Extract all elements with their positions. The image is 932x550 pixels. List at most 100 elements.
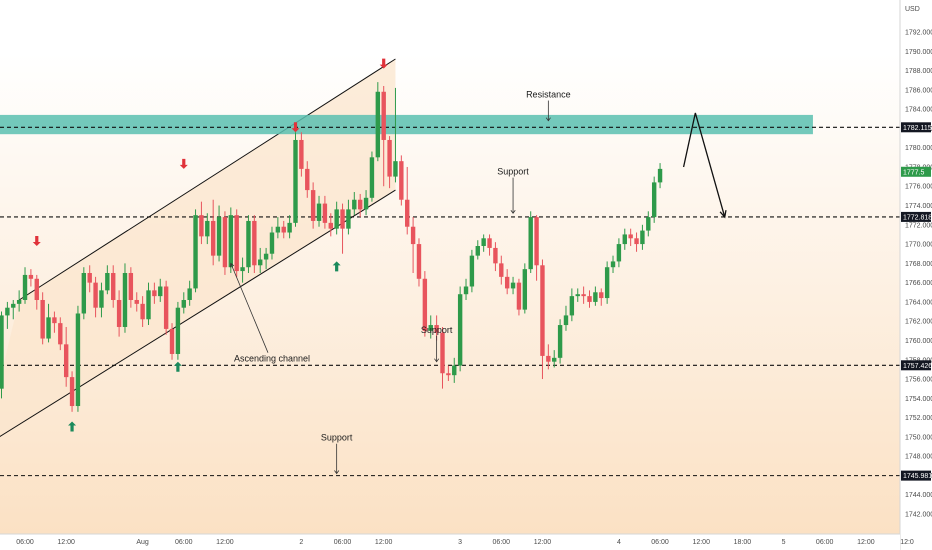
candle[interactable] — [493, 242, 498, 272]
candle[interactable] — [105, 265, 110, 295]
candle[interactable] — [499, 255, 504, 285]
time-axis-panel[interactable] — [0, 534, 900, 550]
candle[interactable] — [22, 267, 28, 304]
candle[interactable] — [357, 193, 363, 218]
candle[interactable] — [87, 265, 92, 293]
candle[interactable] — [205, 213, 210, 245]
candle[interactable] — [363, 190, 369, 216]
candle[interactable] — [410, 217, 416, 273]
candle[interactable] — [193, 209, 198, 293]
candle[interactable] — [269, 226, 275, 260]
candle[interactable] — [387, 136, 392, 189]
candle[interactable] — [446, 365, 451, 381]
channel-lower-line[interactable] — [0, 189, 396, 446]
candle[interactable] — [5, 301, 10, 329]
candle[interactable] — [522, 263, 528, 314]
candle[interactable] — [328, 213, 333, 237]
candle[interactable] — [40, 292, 45, 345]
candle[interactable] — [657, 163, 663, 189]
candle[interactable] — [481, 234, 486, 252]
candle[interactable] — [75, 305, 81, 412]
candle[interactable] — [651, 176, 657, 223]
candle[interactable] — [516, 278, 522, 316]
candle[interactable] — [322, 195, 328, 229]
candle[interactable] — [234, 209, 239, 277]
candle[interactable] — [416, 238, 422, 287]
candle[interactable] — [569, 288, 575, 322]
candle[interactable] — [552, 350, 557, 368]
candle[interactable] — [340, 203, 345, 254]
candle[interactable] — [93, 276, 98, 318]
candle[interactable] — [216, 205, 222, 262]
candle[interactable] — [134, 292, 139, 312]
candle[interactable] — [540, 259, 545, 380]
candle[interactable] — [593, 286, 598, 306]
candle[interactable] — [440, 326, 445, 389]
candle[interactable] — [369, 151, 375, 202]
candle[interactable] — [222, 211, 228, 275]
candle[interactable] — [581, 286, 586, 304]
candle[interactable] — [146, 282, 151, 326]
candle[interactable] — [646, 211, 651, 237]
candle[interactable] — [169, 323, 175, 360]
candle[interactable] — [258, 247, 263, 273]
candle[interactable] — [252, 215, 257, 273]
candle[interactable] — [111, 265, 116, 308]
candle[interactable] — [16, 290, 22, 312]
candle[interactable] — [634, 232, 639, 252]
candle[interactable] — [628, 228, 633, 247]
candle[interactable] — [128, 267, 134, 308]
candle[interactable] — [305, 161, 310, 198]
candle[interactable] — [475, 240, 480, 260]
candle[interactable] — [52, 311, 57, 333]
candle[interactable] — [11, 299, 16, 320]
candle[interactable] — [246, 215, 251, 273]
candle[interactable] — [181, 292, 186, 314]
candle[interactable] — [28, 269, 34, 287]
candle[interactable] — [152, 282, 157, 304]
candle[interactable] — [352, 192, 357, 216]
candle[interactable] — [640, 224, 645, 250]
candle[interactable] — [122, 263, 128, 333]
candle[interactable] — [587, 290, 592, 308]
candle[interactable] — [557, 319, 563, 364]
candle[interactable] — [158, 278, 163, 302]
candle[interactable] — [534, 215, 539, 281]
candle[interactable] — [228, 207, 234, 273]
candle[interactable] — [393, 87, 398, 183]
candle[interactable] — [428, 315, 433, 339]
candle[interactable] — [457, 286, 463, 372]
candle[interactable] — [187, 280, 192, 306]
candle[interactable] — [405, 166, 410, 235]
candle[interactable] — [287, 215, 292, 239]
candle[interactable] — [46, 303, 51, 343]
candle[interactable] — [81, 267, 87, 320]
candle[interactable] — [293, 132, 298, 227]
candle[interactable] — [34, 274, 39, 310]
projection-path[interactable] — [682, 112, 726, 218]
candle[interactable] — [575, 288, 580, 302]
candle[interactable] — [210, 199, 216, 266]
candle[interactable] — [63, 326, 69, 387]
candle[interactable] — [604, 261, 610, 304]
candle[interactable] — [299, 132, 304, 177]
candle[interactable] — [99, 282, 104, 318]
candle[interactable] — [375, 82, 381, 162]
candle[interactable] — [163, 280, 169, 335]
candle[interactable] — [422, 271, 428, 337]
candle[interactable] — [275, 217, 281, 239]
candle[interactable] — [263, 247, 269, 270]
candle[interactable] — [58, 317, 63, 351]
candle[interactable] — [487, 234, 492, 256]
candle[interactable] — [240, 257, 245, 283]
candle[interactable] — [469, 249, 475, 293]
candle[interactable] — [563, 305, 569, 331]
candle[interactable] — [510, 276, 516, 295]
candle[interactable] — [622, 228, 627, 250]
candle[interactable] — [452, 357, 457, 383]
candle[interactable] — [546, 344, 551, 370]
candle[interactable] — [175, 301, 181, 360]
candle[interactable] — [504, 269, 510, 295]
candle[interactable] — [599, 288, 604, 306]
